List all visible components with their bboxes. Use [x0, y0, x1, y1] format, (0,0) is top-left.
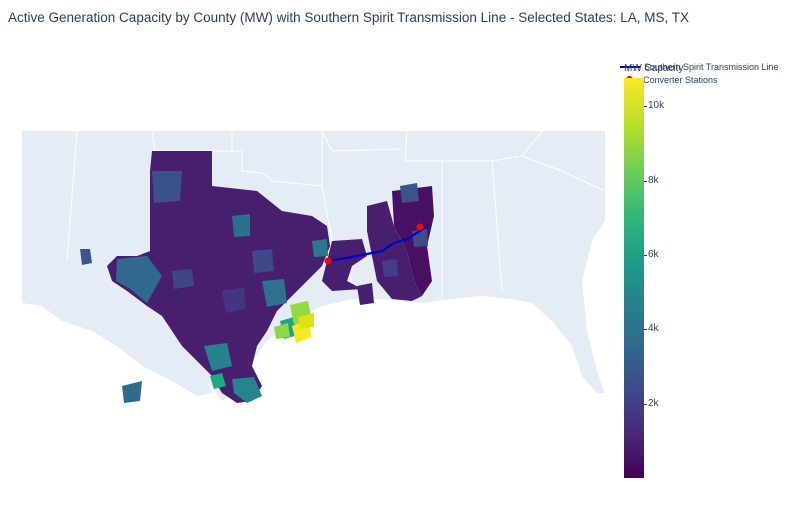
colorbar-tick: 4k [644, 323, 659, 334]
state-borders [66, 131, 605, 301]
line-swatch-icon [620, 65, 640, 68]
mexico-land [22, 259, 212, 396]
gulf-water [22, 259, 605, 454]
converter-station-west[interactable] [324, 257, 332, 265]
colorbar-title: MW Capacity [624, 63, 684, 74]
map-canvas[interactable] [22, 131, 605, 454]
texas-counties[interactable] [80, 151, 330, 403]
colorbar [624, 78, 644, 478]
converter-station-east[interactable] [416, 223, 424, 231]
colorbar-tick: 2k [644, 398, 659, 409]
texas-county-fill [107, 151, 330, 403]
chart-title: Active Generation Capacity by County (MW… [8, 10, 690, 25]
colorbar-tick: 10k [643, 100, 665, 111]
la-ms-counties[interactable] [322, 183, 434, 305]
colorbar-tick: 8k [644, 175, 659, 186]
legend-item-line[interactable]: Southern Spirit Transmission Line [620, 60, 779, 73]
map-svg[interactable] [22, 131, 605, 454]
colorbar-tick: 6k [644, 249, 659, 260]
transmission-line[interactable] [327, 225, 428, 263]
legend-marker-label: Converter Stations [643, 74, 718, 85]
legend-line-label: Southern Spirit Transmission Line [644, 61, 779, 72]
